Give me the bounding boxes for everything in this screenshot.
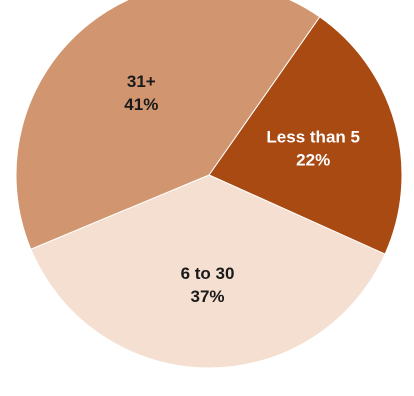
pie-slice-label: Less than 5 <box>266 127 360 146</box>
pie-slice-0 <box>208 16 403 255</box>
pie-labels: Less than 5 22% 6 to 30 37% 31+ 41% <box>124 72 360 306</box>
pie-slice-label: 6 to 30 <box>181 264 235 283</box>
pie-slices <box>15 0 403 369</box>
pie-slice-value-label: 22% <box>296 150 330 169</box>
pie-slice-label: 31+ <box>127 72 156 91</box>
pie-slice-1 <box>30 174 386 369</box>
pie-slice-value-label: 41% <box>124 95 158 114</box>
pie-slice-2 <box>15 0 321 250</box>
pie-slice-value-label: 37% <box>190 287 224 306</box>
